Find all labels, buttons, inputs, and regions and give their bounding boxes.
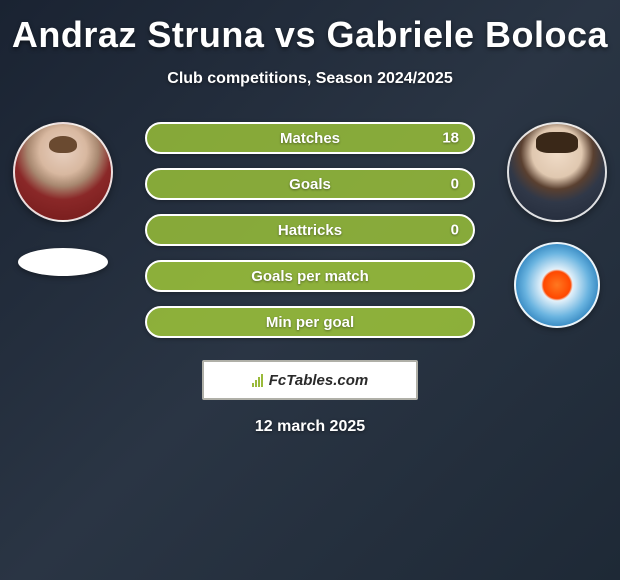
- footer-date: 12 march 2025: [255, 418, 365, 436]
- page-title: Andraz Struna vs Gabriele Boloca: [12, 14, 608, 56]
- stat-value-right: 18: [442, 130, 459, 147]
- stat-value-right: 0: [451, 176, 459, 193]
- stat-row-goals: Goals 0: [145, 168, 475, 200]
- player2-club-badge: [514, 242, 600, 328]
- stat-label: Min per goal: [266, 314, 354, 331]
- brand-badge[interactable]: FcTables.com: [202, 360, 418, 400]
- stat-label: Matches: [280, 130, 340, 147]
- main-row: Matches 18 Goals 0 Hattricks 0 Goals per…: [0, 122, 620, 338]
- stat-value-right: 0: [451, 222, 459, 239]
- left-column: [8, 122, 118, 276]
- stat-row-hattricks: Hattricks 0: [145, 214, 475, 246]
- brand-bars-icon: [252, 373, 263, 387]
- brand-text: FcTables.com: [269, 372, 368, 389]
- right-column: [502, 122, 612, 328]
- player1-avatar: [13, 122, 113, 222]
- season-subtitle: Club competitions, Season 2024/2025: [167, 70, 452, 88]
- player1-club-badge: [18, 248, 108, 276]
- player2-avatar: [507, 122, 607, 222]
- stat-label: Goals: [289, 176, 331, 193]
- stat-pills: Matches 18 Goals 0 Hattricks 0 Goals per…: [118, 122, 502, 338]
- stat-row-goals-per-match: Goals per match: [145, 260, 475, 292]
- comparison-card: Andraz Struna vs Gabriele Boloca Club co…: [0, 0, 620, 446]
- stat-label: Hattricks: [278, 222, 342, 239]
- stat-row-min-per-goal: Min per goal: [145, 306, 475, 338]
- stat-row-matches: Matches 18: [145, 122, 475, 154]
- stat-label: Goals per match: [251, 268, 369, 285]
